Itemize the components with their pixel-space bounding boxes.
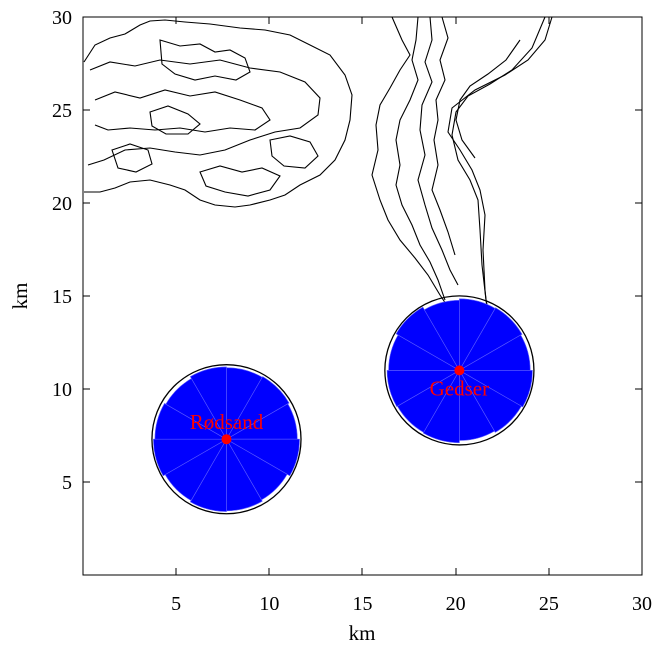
contour-falster-1 [417,16,459,286]
y-axis-title: km [8,283,32,310]
contour-nw-3 [159,39,251,81]
contour-nw-7 [111,143,153,173]
y-tick-label: 15 [52,286,72,308]
y-axis-ticks [83,109,642,483]
footprint-sector [153,438,228,477]
contour-nw-1 [87,59,321,166]
footprint-sector [189,366,227,441]
x-axis-ticks [175,17,550,575]
contour-nw-2 [94,89,271,133]
contour-nw-6 [269,135,319,169]
coastline-northwest [83,19,353,208]
x-axis-title: km [349,621,376,645]
plot-frame [82,16,643,576]
x-tick-label: 15 [353,593,373,615]
footprint-sector [189,438,227,512]
footprint-sector [225,376,290,441]
x-tick-label: 5 [171,593,181,615]
y-tick-labels: 5 10 15 20 25 30 [52,7,72,494]
footprint-sector [458,307,523,372]
footprint-sector [386,370,461,407]
x-tick-label: 10 [259,593,279,615]
contour-nw-5 [199,165,281,197]
sites-layer: Rødsand Gedser [151,295,535,515]
y-tick-label: 30 [52,7,72,29]
footprint-sector [423,300,460,372]
y-tick-label: 25 [52,100,72,122]
contour-falster-3 [451,16,546,319]
footprint-sector [458,369,522,433]
site-marker [221,434,232,445]
y-tick-label: 20 [52,193,72,215]
contour-nw-4 [149,105,201,135]
site-0: Rødsand [151,364,302,515]
footprint-sector [458,370,533,408]
x-tick-label: 20 [446,593,466,615]
site-range-circle [151,364,302,515]
footprint-sector [154,403,228,440]
site-1: Gedser [384,295,535,446]
y-tick-label: 10 [52,379,72,401]
site-marker [454,365,465,376]
footprint-sector [225,438,300,477]
x-tick-labels: 5 10 15 20 25 30 [171,593,652,615]
site-range-circle [384,295,535,446]
x-tick-label: 25 [539,593,559,615]
contour-falster-4 [455,39,521,159]
coastline-falster-west [395,16,446,301]
site-label: Gedser [430,376,489,400]
footprint-sector [395,306,461,372]
x-tick-label: 30 [632,593,652,615]
contour-falster-2 [431,16,456,256]
footprint-sector [422,369,460,443]
site-label: Rødsand [190,410,264,434]
y-tick-label: 5 [62,472,72,494]
